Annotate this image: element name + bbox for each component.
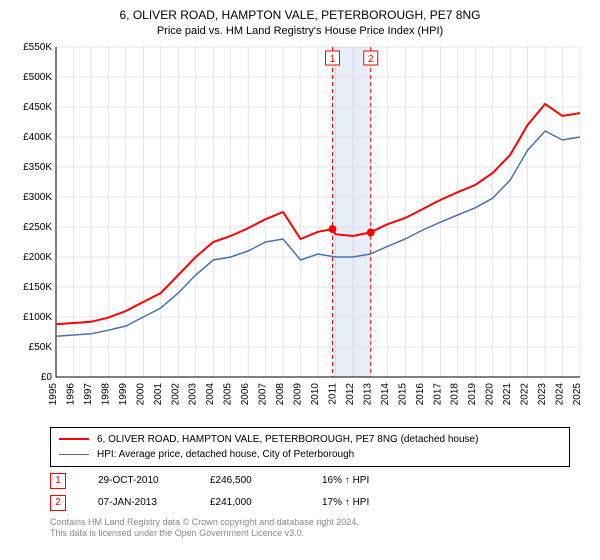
page-subtitle: Price paid vs. HM Land Registry's House … bbox=[10, 25, 590, 37]
svg-text:£400K: £400K bbox=[23, 132, 52, 143]
svg-text:2003: 2003 bbox=[188, 382, 199, 405]
svg-text:2018: 2018 bbox=[450, 382, 461, 405]
price-chart: £0 £50K £100K £150K £200K £250K £300K £350K £400… bbox=[10, 43, 590, 421]
sale-row: 1 29-OCT-2010 £246,500 16% ↑ HPI bbox=[50, 473, 570, 489]
svg-text:£150K: £150K bbox=[23, 282, 52, 293]
svg-text:1998: 1998 bbox=[100, 382, 111, 405]
svg-text:£0: £0 bbox=[41, 372, 53, 383]
svg-text:2011: 2011 bbox=[327, 382, 338, 404]
footer-line: This data is licensed under the Open Gov… bbox=[50, 528, 570, 540]
sale-date: 07-JAN-2013 bbox=[98, 497, 178, 508]
sale-price: £246,500 bbox=[210, 475, 290, 486]
svg-text:2007: 2007 bbox=[258, 382, 269, 405]
svg-text:£350K: £350K bbox=[23, 162, 52, 173]
svg-text:2008: 2008 bbox=[275, 382, 286, 405]
footer-attribution: Contains HM Land Registry data © Crown c… bbox=[50, 517, 570, 540]
legend-swatch bbox=[59, 438, 89, 440]
svg-text:2024: 2024 bbox=[555, 382, 566, 405]
svg-text:2000: 2000 bbox=[135, 382, 146, 405]
legend-entry: HPI: Average price, detached house, City… bbox=[59, 447, 561, 462]
svg-text:2004: 2004 bbox=[205, 382, 216, 405]
svg-text:2023: 2023 bbox=[537, 382, 548, 405]
svg-text:1995: 1995 bbox=[48, 382, 59, 405]
svg-text:2010: 2010 bbox=[310, 382, 321, 405]
sale-delta: 16% ↑ HPI bbox=[322, 475, 402, 486]
svg-text:2019: 2019 bbox=[467, 382, 478, 405]
svg-text:1999: 1999 bbox=[118, 382, 129, 405]
svg-text:2001: 2001 bbox=[153, 382, 164, 405]
page-title: 6, OLIVER ROAD, HAMPTON VALE, PETERBOROU… bbox=[10, 8, 590, 24]
svg-text:2022: 2022 bbox=[520, 382, 531, 405]
svg-text:2025: 2025 bbox=[572, 382, 583, 405]
svg-text:£450K: £450K bbox=[23, 102, 52, 113]
svg-text:2015: 2015 bbox=[397, 382, 408, 405]
svg-text:2002: 2002 bbox=[170, 382, 181, 405]
sale-date: 29-OCT-2010 bbox=[98, 475, 178, 486]
svg-text:1997: 1997 bbox=[83, 382, 94, 405]
sale-marker: 1 bbox=[50, 473, 66, 489]
svg-text:£550K: £550K bbox=[23, 43, 52, 53]
sale-delta: 17% ↑ HPI bbox=[322, 497, 402, 508]
legend-swatch bbox=[59, 454, 89, 455]
svg-text:2006: 2006 bbox=[240, 382, 251, 405]
svg-text:£500K: £500K bbox=[23, 72, 52, 83]
svg-text:£300K: £300K bbox=[23, 192, 52, 203]
svg-text:2014: 2014 bbox=[380, 382, 391, 405]
svg-text:2005: 2005 bbox=[223, 382, 234, 405]
svg-text:£100K: £100K bbox=[23, 312, 52, 323]
svg-text:2021: 2021 bbox=[502, 382, 513, 405]
svg-text:2012: 2012 bbox=[345, 382, 356, 405]
svg-text:1996: 1996 bbox=[65, 382, 76, 405]
svg-text:2: 2 bbox=[368, 54, 374, 65]
svg-text:£50K: £50K bbox=[29, 342, 53, 353]
svg-text:£250K: £250K bbox=[23, 222, 52, 233]
svg-text:2017: 2017 bbox=[432, 382, 443, 405]
svg-text:2013: 2013 bbox=[362, 382, 373, 405]
legend-label: HPI: Average price, detached house, City… bbox=[97, 447, 354, 462]
svg-text:2009: 2009 bbox=[293, 382, 304, 405]
footer-line: Contains HM Land Registry data © Crown c… bbox=[50, 517, 570, 529]
sale-price: £241,000 bbox=[210, 497, 290, 508]
sale-row: 2 07-JAN-2013 £241,000 17% ↑ HPI bbox=[50, 495, 570, 511]
legend: 6, OLIVER ROAD, HAMPTON VALE, PETERBOROU… bbox=[50, 427, 570, 467]
legend-entry: 6, OLIVER ROAD, HAMPTON VALE, PETERBOROU… bbox=[59, 432, 561, 447]
svg-text:£200K: £200K bbox=[23, 252, 52, 263]
legend-label: 6, OLIVER ROAD, HAMPTON VALE, PETERBOROU… bbox=[97, 432, 478, 447]
sale-marker: 2 bbox=[50, 495, 66, 511]
svg-text:1: 1 bbox=[330, 54, 336, 65]
svg-text:2020: 2020 bbox=[485, 382, 496, 405]
svg-text:2016: 2016 bbox=[415, 382, 426, 405]
